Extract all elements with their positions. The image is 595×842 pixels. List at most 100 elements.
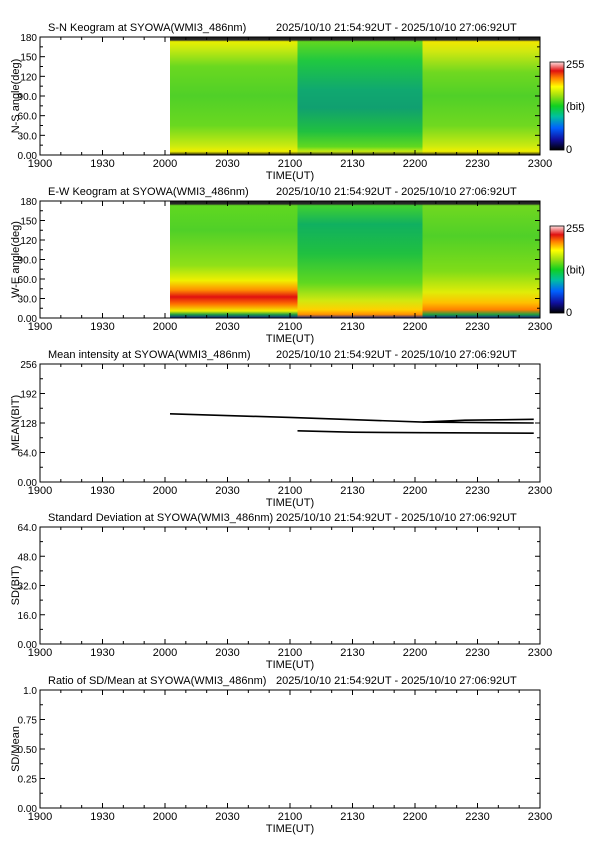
x-tick-label: 2030 [215, 485, 239, 497]
y-tick-label: 0.00 [18, 478, 38, 489]
x-tick-label: 2130 [340, 485, 364, 497]
y-tick-label: 90.0 [18, 256, 38, 267]
x-tick-label: 1900 [28, 647, 52, 659]
y-tick-label: 120 [20, 72, 37, 83]
x-tick-label: 1900 [28, 811, 52, 823]
colorbar-unit-label: (bit) [566, 265, 585, 277]
x-tick-label: 1930 [90, 647, 114, 659]
x-tick-label: 2230 [465, 158, 489, 170]
chart-time-range: 2025/10/10 21:54:92UT - 2025/10/10 27:06… [276, 22, 517, 34]
x-axis-label: TIME(UT) [266, 659, 314, 671]
x-tick-label: 1930 [90, 321, 114, 333]
x-axis-label: TIME(UT) [266, 170, 314, 182]
plot-frame [39, 689, 541, 809]
x-tick-label: 2300 [528, 158, 552, 170]
x-tick-label: 2100 [278, 321, 302, 333]
y-axis-label: SD(BIT) [10, 566, 22, 606]
x-tick-label: 2200 [403, 811, 427, 823]
y-tick-label: 90.0 [18, 92, 38, 103]
y-tick-label: 0.00 [18, 314, 38, 325]
x-tick-label: 1900 [28, 321, 52, 333]
chart-panel-4: Standard Deviation at SYOWA(WMI3_486nm) 2… [10, 512, 552, 671]
x-tick-label: 2030 [215, 321, 239, 333]
y-axis-label: MEAN(BIT) [10, 395, 22, 451]
x-tick-label: 2130 [340, 321, 364, 333]
chart-title: Standard Deviation at SYOWA(WMI3_486nm) [48, 512, 273, 524]
x-tick-label: 2000 [153, 811, 177, 823]
series-line-3 [422, 418, 534, 423]
x-tick-label: 1930 [90, 158, 114, 170]
chart-title: Mean intensity at SYOWA(WMI3_486nm) [48, 349, 251, 361]
colorbar-max-label: 255 [566, 59, 584, 71]
y-tick-label: 16.0 [18, 611, 38, 622]
x-tick-label: 2100 [278, 811, 302, 823]
series-line-2 [297, 430, 534, 434]
y-tick-label: 64.0 [18, 523, 38, 534]
y-tick-label: 0.75 [18, 716, 38, 727]
x-tick-label: 2230 [465, 647, 489, 659]
chart-title: Ratio of SD/Mean at SYOWA(WMI3_486nm) [48, 675, 266, 687]
x-tick-label: 1930 [90, 811, 114, 823]
y-tick-label: 128 [20, 419, 37, 430]
colorbar-unit-label: (bit) [566, 101, 585, 113]
x-tick-label: 2000 [153, 158, 177, 170]
y-tick-label: 192 [20, 390, 37, 401]
x-tick-label: 2030 [215, 811, 239, 823]
y-axis-label: N-S angle(deg) [10, 59, 22, 134]
y-tick-label: 0.25 [18, 775, 38, 786]
y-tick-label: 0.00 [18, 804, 38, 815]
y-tick-label: 256 [20, 360, 37, 371]
keogram-segment-3 [422, 37, 540, 155]
x-tick-label: 2130 [340, 811, 364, 823]
chart-panel-2: E-W Keogram at SYOWA(WMI3_486nm) 2025/10/… [10, 186, 585, 345]
x-tick-label: 2000 [153, 321, 177, 333]
colorbar-max-label: 255 [566, 223, 584, 235]
x-tick-label: 2200 [403, 647, 427, 659]
y-axis-label: W-E angle(deg) [10, 221, 22, 298]
chart-time-range: 2025/10/10 21:54:92UT - 2025/10/10 27:06… [276, 675, 517, 687]
y-tick-label: 30.0 [18, 295, 38, 306]
x-tick-label: 1900 [28, 485, 52, 497]
y-tick-label: 0.00 [18, 640, 38, 651]
y-axis-label: SD/Mean [10, 726, 22, 772]
y-tick-label: 64.0 [18, 449, 38, 460]
x-tick-label: 2100 [278, 485, 302, 497]
series-line-1 [169, 412, 534, 424]
x-tick-label: 2130 [340, 158, 364, 170]
chart-panel-5: Ratio of SD/Mean at SYOWA(WMI3_486nm) 202… [10, 675, 552, 835]
chart-time-range: 2025/10/10 21:54:92UT - 2025/10/10 27:06… [276, 186, 517, 198]
keogram-segment-2 [297, 37, 423, 155]
y-tick-label: 150 [20, 217, 37, 228]
x-axis-label: TIME(UT) [266, 333, 314, 345]
x-tick-label: 2100 [278, 647, 302, 659]
keogram-segment-1 [170, 37, 298, 155]
chart-time-range: 2025/10/10 21:54:92UT - 2025/10/10 27:06… [276, 512, 517, 524]
x-tick-label: 2300 [528, 647, 552, 659]
keogram-segment-3 [422, 201, 540, 318]
x-tick-label: 2300 [528, 321, 552, 333]
colorbar [549, 225, 565, 314]
y-tick-label: 60.0 [18, 112, 38, 123]
x-tick-label: 2230 [465, 321, 489, 333]
x-tick-label: 2000 [153, 647, 177, 659]
y-tick-label: 60.0 [18, 275, 38, 286]
y-tick-label: 0.50 [18, 745, 38, 756]
x-tick-label: 2200 [403, 485, 427, 497]
chart-title: S-N Keogram at SYOWA(WMI3_486nm) [48, 22, 246, 34]
x-tick-label: 2130 [340, 647, 364, 659]
y-tick-label: 32.0 [18, 582, 38, 593]
chart-title: E-W Keogram at SYOWA(WMI3_486nm) [48, 186, 249, 198]
x-tick-label: 2200 [403, 158, 427, 170]
chart-time-range: 2025/10/10 21:54:92UT - 2025/10/10 27:06… [276, 349, 517, 361]
y-tick-label: 120 [20, 236, 37, 247]
y-tick-label: 180 [20, 33, 37, 44]
x-tick-label: 2100 [278, 158, 302, 170]
x-tick-label: 2030 [215, 647, 239, 659]
y-tick-label: 1.0 [23, 686, 37, 697]
colorbar [549, 61, 565, 151]
y-tick-label: 48.0 [18, 552, 38, 563]
x-tick-label: 2200 [403, 321, 427, 333]
y-tick-label: 180 [20, 197, 37, 208]
x-axis-label: TIME(UT) [266, 823, 314, 835]
